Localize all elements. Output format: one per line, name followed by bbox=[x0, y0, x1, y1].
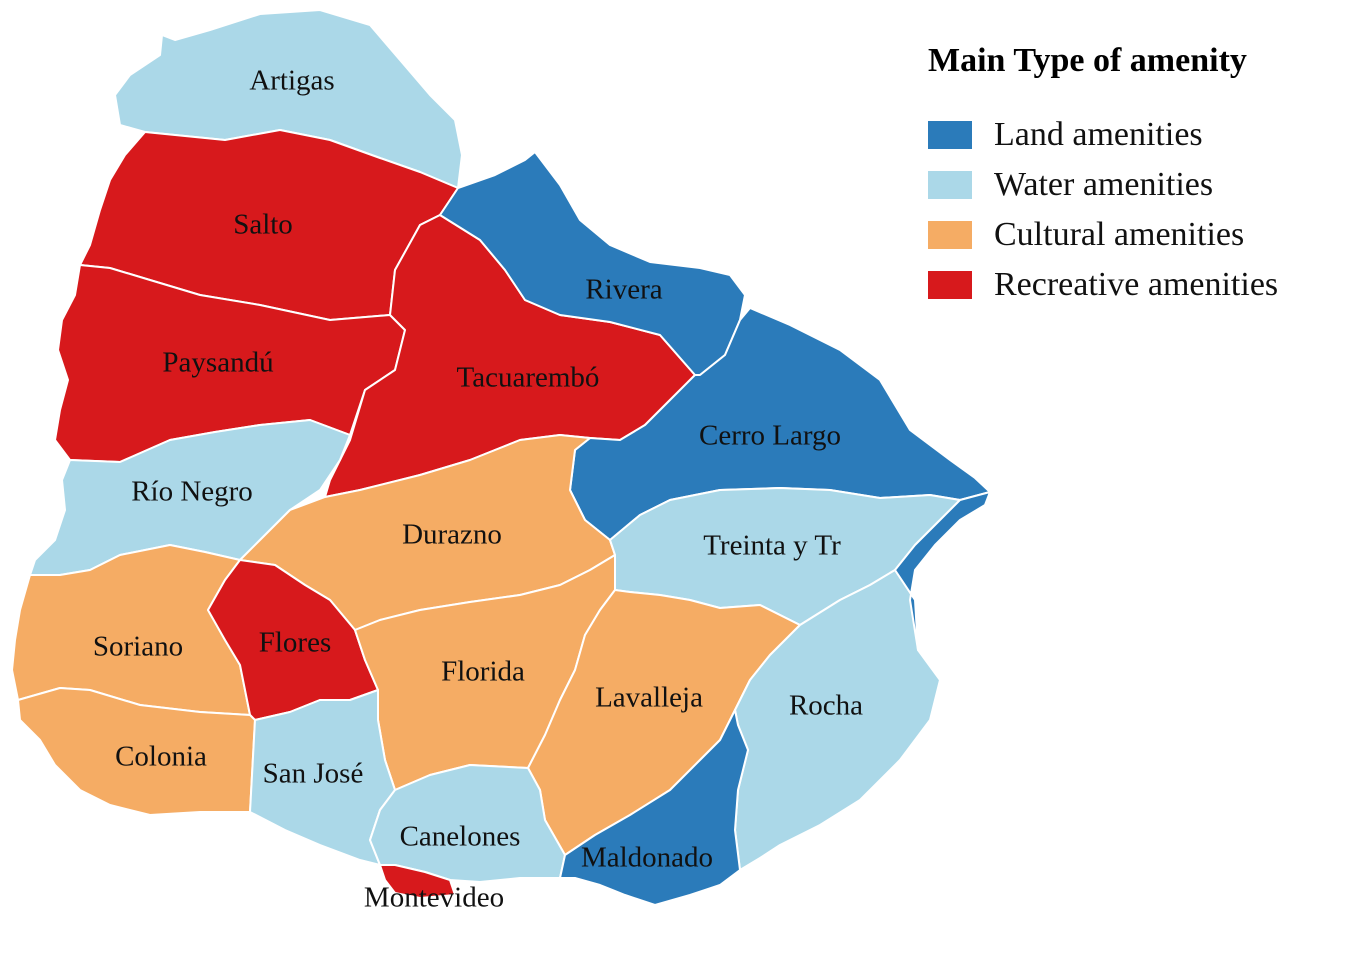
label-maldonado: Maldonado bbox=[581, 842, 713, 874]
label-soriano: Soriano bbox=[93, 631, 183, 663]
label-rivera: Rivera bbox=[585, 274, 662, 306]
region-rivera[interactable] bbox=[439, 151, 746, 376]
legend-swatch-water bbox=[928, 171, 972, 199]
label-flores: Flores bbox=[259, 627, 332, 659]
legend-item-land: Land amenities bbox=[928, 110, 1278, 160]
legend-label-water: Water amenities bbox=[994, 166, 1214, 203]
label-montevideo: Montevideo bbox=[364, 882, 504, 914]
legend: Main Type of amenity Land amenities Wate… bbox=[928, 42, 1278, 310]
legend-item-cultural: Cultural amenities bbox=[928, 210, 1278, 260]
label-rocha: Rocha bbox=[789, 690, 863, 722]
label-cerro-largo: Cerro Largo bbox=[699, 420, 841, 452]
region-canelones[interactable] bbox=[369, 764, 566, 883]
label-rio-negro: Río Negro bbox=[131, 476, 253, 508]
legend-swatch-cultural bbox=[928, 221, 972, 249]
label-tacuarembo: Tacuarembó bbox=[457, 362, 600, 394]
label-canelones: Canelones bbox=[400, 821, 521, 853]
label-durazno: Durazno bbox=[402, 519, 502, 551]
label-san-jose: San José bbox=[263, 758, 364, 790]
region-maldonado[interactable] bbox=[559, 709, 749, 906]
lagoon-merin-coast bbox=[894, 491, 991, 651]
label-treinta-y-tres: Treinta y Tr bbox=[703, 530, 841, 562]
label-artigas: Artigas bbox=[249, 65, 334, 97]
region-montevideo[interactable] bbox=[379, 864, 456, 899]
label-paysandu: Paysandú bbox=[162, 347, 273, 379]
legend-swatch-land bbox=[928, 121, 972, 149]
legend-title: Main Type of amenity bbox=[928, 42, 1247, 79]
label-florida: Florida bbox=[441, 656, 525, 688]
legend-label-land: Land amenities bbox=[994, 116, 1203, 153]
legend-label-cultural: Cultural amenities bbox=[994, 216, 1245, 253]
legend-item-recreative: Recreative amenities bbox=[928, 260, 1278, 310]
legend-item-water: Water amenities bbox=[928, 160, 1278, 210]
region-colonia[interactable] bbox=[17, 687, 256, 816]
label-lavalleja: Lavalleja bbox=[595, 682, 703, 714]
legend-swatch-recreative bbox=[928, 271, 972, 299]
legend-label-recreative: Recreative amenities bbox=[994, 266, 1279, 303]
label-colonia: Colonia bbox=[115, 741, 207, 773]
label-salto: Salto bbox=[233, 209, 293, 241]
